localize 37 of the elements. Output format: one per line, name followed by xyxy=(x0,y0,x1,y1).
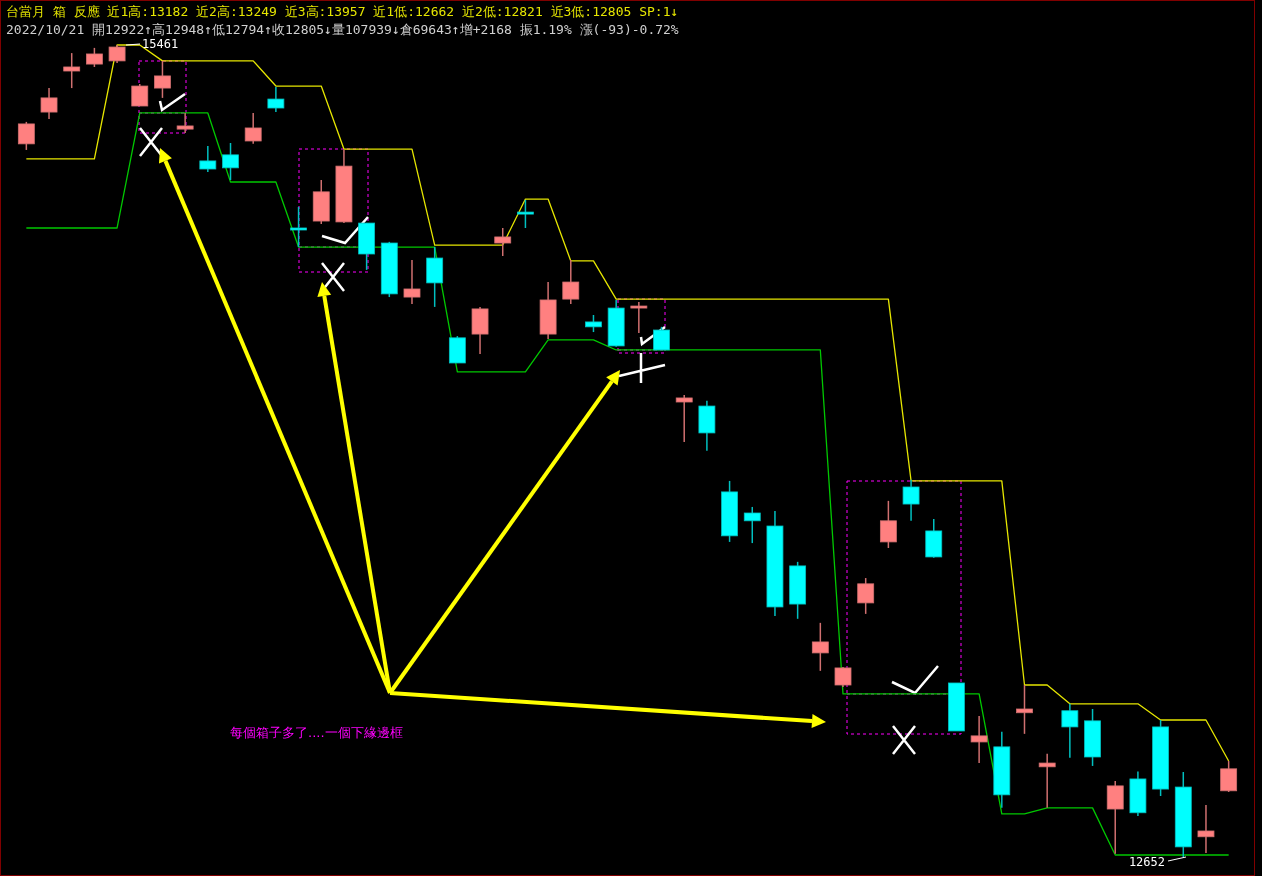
candlestick xyxy=(267,86,285,113)
candlestick xyxy=(902,479,920,522)
annotation: 每個箱子多了....一個下緣邊框 xyxy=(230,725,403,740)
candlestick xyxy=(199,145,217,173)
candlestick xyxy=(403,259,421,305)
candlestick xyxy=(244,112,262,145)
candlestick xyxy=(176,112,194,134)
candlestick xyxy=(222,142,239,181)
candlestick xyxy=(17,121,35,151)
candlestick xyxy=(675,394,693,443)
candlestick xyxy=(630,301,648,334)
candlestick xyxy=(1220,760,1238,793)
candlestick xyxy=(879,500,897,549)
candlestick xyxy=(494,227,512,257)
candlestick xyxy=(562,259,580,305)
chart-title: 台當月 箱 反應 近1高:13182 近2高:13249 近3高:13957 近1低:12662 近2低:12821 近3低:12805 SP:1↓ xyxy=(6,4,679,19)
candlestick xyxy=(1197,804,1215,854)
candlestick xyxy=(970,715,988,764)
candlestick xyxy=(154,60,171,99)
chart-subtitle: 2022/10/21 開12922↑高12948↑低12794↑收12805↓量107939↓倉69643↑增+2168 振1.19% 漲(-93)-0.72% xyxy=(6,22,679,37)
candlestick xyxy=(857,577,875,615)
candlestick xyxy=(290,206,307,248)
annotation: 12652 xyxy=(1128,855,1165,869)
candlestick xyxy=(1016,684,1033,735)
candlestick xyxy=(743,506,761,544)
candlestick xyxy=(1038,753,1056,809)
candlestick xyxy=(131,83,149,107)
candlestick xyxy=(653,326,670,351)
candlestick xyxy=(1061,703,1079,759)
candlestick xyxy=(86,47,103,68)
candlestick xyxy=(40,87,58,120)
annotation: 15461 xyxy=(142,37,179,51)
candlestick xyxy=(1106,780,1124,855)
candlestick xyxy=(834,666,852,688)
candlestick xyxy=(63,52,81,89)
candlestick xyxy=(517,199,534,229)
candlestick xyxy=(811,622,829,672)
